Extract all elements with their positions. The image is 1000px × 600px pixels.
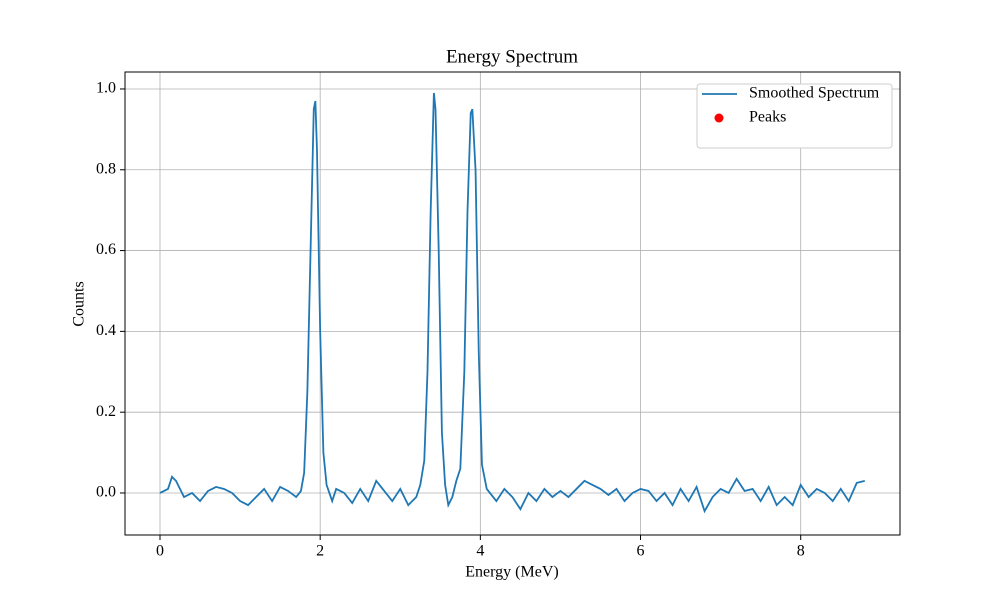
legend: Smoothed Spectrum Peaks xyxy=(696,83,893,149)
y-tick-label: 0.6 xyxy=(96,241,116,258)
legend-box xyxy=(696,83,893,149)
x-tick-label: 2 xyxy=(316,543,324,560)
y-tick-label: 0.2 xyxy=(96,403,116,420)
y-axis-label: Counts xyxy=(71,281,88,326)
x-tick-label: 0 xyxy=(156,543,164,560)
x-tick-label: 4 xyxy=(476,543,484,560)
x-tick-label: 6 xyxy=(637,543,645,560)
legend-swatch xyxy=(714,113,724,123)
legend-label: Peaks xyxy=(749,109,786,126)
plot-frame xyxy=(124,71,901,536)
chart-title: Energy Spectrum xyxy=(446,46,578,67)
data-line xyxy=(159,92,865,514)
y-tick-label: 0.0 xyxy=(96,484,116,501)
y-tick-label: 0.4 xyxy=(96,322,116,339)
y-tick-label: 0.8 xyxy=(96,160,116,177)
legend-label: Smoothed Spectrum xyxy=(749,85,880,102)
x-tick-label: 8 xyxy=(797,543,805,560)
y-tick-label: 1.0 xyxy=(96,80,116,97)
x-axis-label: Energy (MeV) xyxy=(465,564,558,581)
